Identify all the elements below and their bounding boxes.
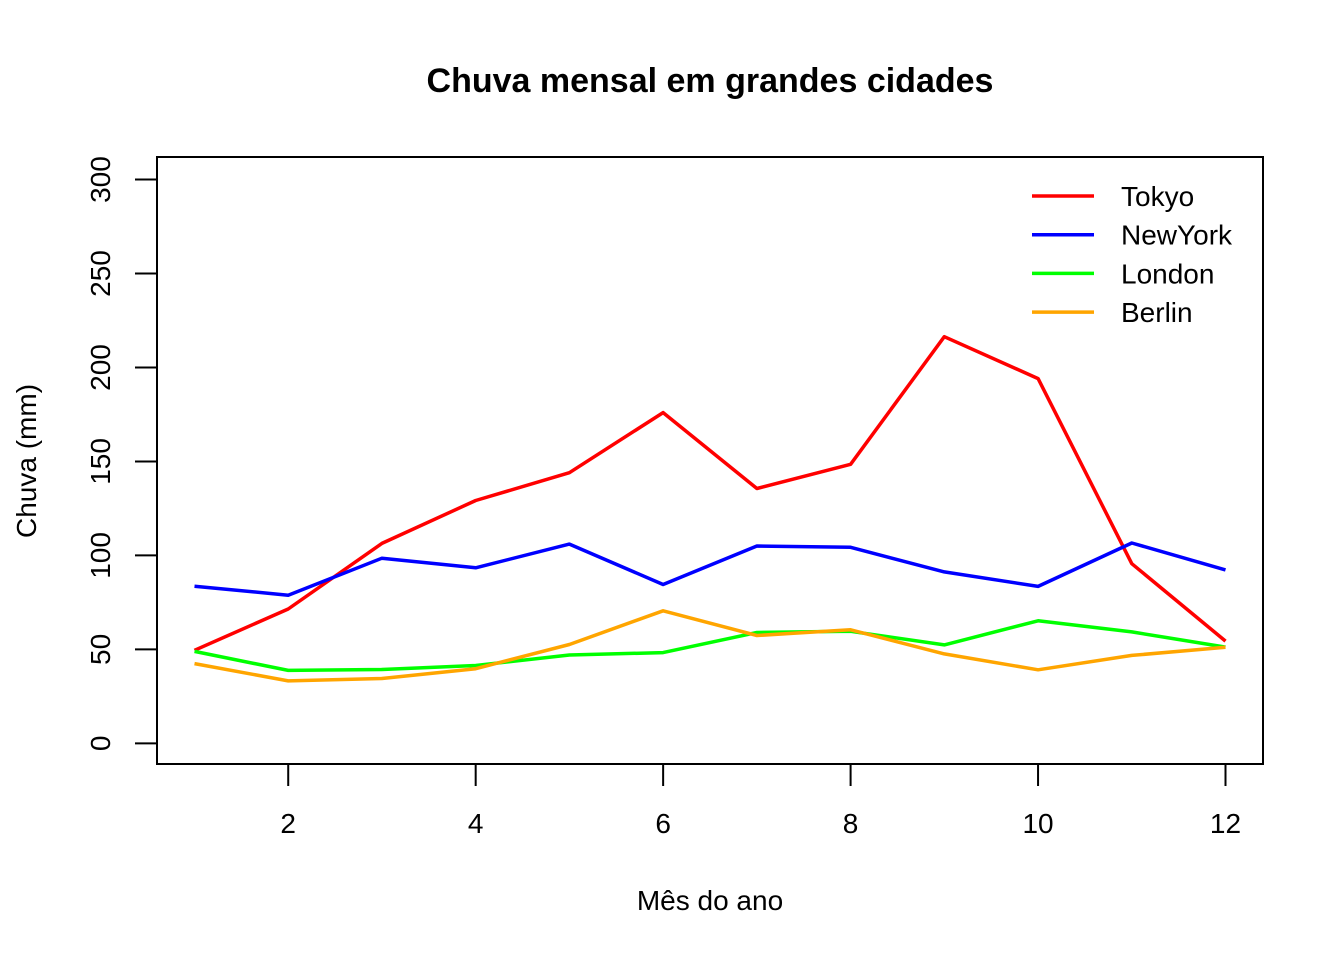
series-line-berlin [194, 609, 1226, 683]
y-tick-label: 100 [85, 532, 116, 579]
y-tick-label: 250 [85, 250, 116, 297]
series-line-newyork [194, 541, 1226, 597]
series-line-tokyo [193, 334, 1227, 652]
plot-frame [156, 156, 1264, 765]
y-tick-label: 0 [85, 736, 116, 752]
x-tick-label: 10 [1022, 808, 1053, 839]
legend-label-london: London [1121, 258, 1214, 289]
x-axis-label: Mês do ano [637, 885, 783, 916]
y-tick-label: 200 [85, 344, 116, 391]
x-axis: 2 4 6 8 10 12 [280, 764, 1241, 839]
x-tick-label: 2 [280, 808, 296, 839]
legend-label-newyork: NewYork [1121, 220, 1233, 251]
chart-title: Chuva mensal em grandes cidades [427, 62, 994, 100]
y-axis-label: Chuva (mm) [11, 384, 42, 538]
y-tick-label: 150 [85, 438, 116, 485]
series-line-london [194, 619, 1226, 673]
y-tick-label: 50 [85, 634, 116, 665]
x-tick-label: 4 [468, 808, 484, 839]
y-axis: 0 50 100 150 200 250 300 [85, 156, 157, 751]
y-tick-label: 300 [85, 156, 116, 203]
legend: Tokyo NewYork London Berlin [1032, 181, 1233, 328]
x-tick-label: 8 [843, 808, 859, 839]
x-tick-label: 12 [1210, 808, 1241, 839]
legend-label-berlin: Berlin [1121, 297, 1193, 328]
x-tick-label: 6 [655, 808, 671, 839]
series-layer [193, 334, 1227, 683]
legend-label-tokyo: Tokyo [1121, 181, 1194, 212]
